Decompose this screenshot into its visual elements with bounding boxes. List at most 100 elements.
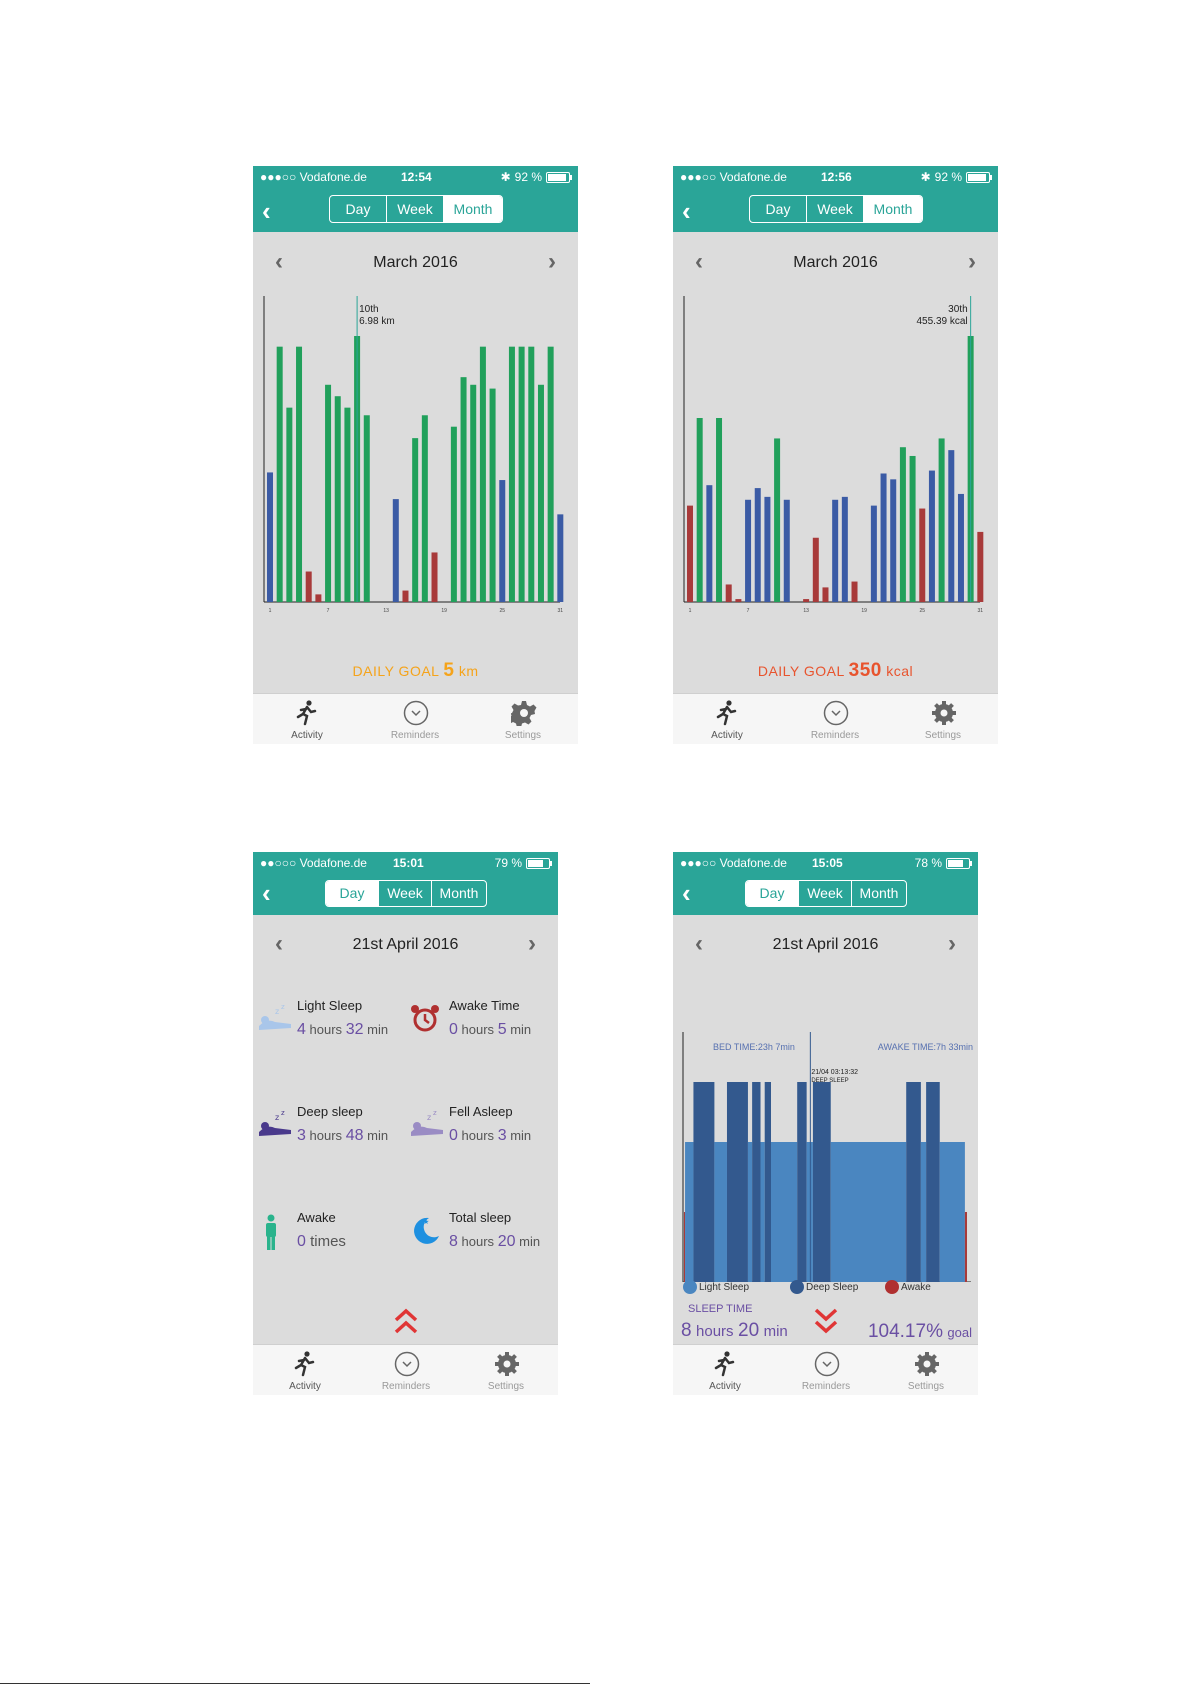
gear-icon <box>915 1352 939 1376</box>
sleep-segment <box>964 1212 967 1282</box>
tab-activity[interactable]: Activity <box>257 694 357 744</box>
tab-day[interactable]: Day <box>330 196 387 222</box>
tooltip-time: 21/04 03:13:32 <box>811 1069 858 1076</box>
bar <box>725 584 732 602</box>
daily-goal-label: DAILY GOAL <box>352 663 439 679</box>
stat-value: 0 hours 3 min <box>449 1127 532 1144</box>
daily-goal: DAILY GOAL 5 km <box>253 660 578 682</box>
sleep-segment <box>760 1142 765 1282</box>
tab-reminders[interactable]: Reminders <box>776 1345 876 1395</box>
header: ●●●○○ Vodafone.de 15:05 78 % ‹ Day Week … <box>673 852 978 915</box>
tab-reminders-label: Reminders <box>390 730 440 741</box>
tab-day[interactable]: Day <box>746 881 799 906</box>
tab-month[interactable]: Month <box>444 196 502 222</box>
next-day-arrow-icon[interactable]: › <box>528 930 536 957</box>
tab-reminders-label: Reminders <box>381 1381 431 1392</box>
svg-text:★: ★ <box>423 1218 429 1226</box>
battery-label: 78 % <box>914 856 942 870</box>
double-chevron-up-icon[interactable] <box>393 1308 419 1336</box>
bar <box>716 418 723 602</box>
tab-reminders[interactable]: Reminders <box>785 694 885 744</box>
tooltip-day: 30th <box>948 304 967 315</box>
bar <box>687 505 693 602</box>
gear-icon <box>932 701 956 725</box>
awake-dot <box>885 1280 899 1294</box>
tab-activity[interactable]: Activity <box>255 1345 355 1395</box>
next-day-arrow-icon[interactable]: › <box>948 930 956 957</box>
sleep-segment <box>714 1142 727 1282</box>
bar <box>267 472 273 602</box>
tab-activity-label: Activity <box>289 1381 321 1392</box>
tab-activity-label: Activity <box>709 1381 741 1392</box>
tab-settings[interactable]: Settings <box>876 1345 976 1395</box>
awake-time-label: AWAKE TIME:7h 33min <box>878 1042 973 1052</box>
sleep-segment <box>906 1082 921 1282</box>
tab-month[interactable]: Month <box>439 885 479 901</box>
back-icon[interactable]: ‹ <box>262 878 271 908</box>
tab-week[interactable]: Week <box>799 881 852 906</box>
tab-settings[interactable]: Settings <box>456 1345 556 1395</box>
stat-title: Awake Time <box>449 998 520 1013</box>
tab-activity[interactable]: Activity <box>675 1345 775 1395</box>
bar <box>508 346 515 602</box>
x-tick-label: 31 <box>978 608 984 614</box>
battery-icon <box>526 857 552 869</box>
stat-title: Light Sleep <box>297 998 363 1013</box>
next-month-arrow-icon[interactable]: › <box>968 248 976 275</box>
bar <box>957 493 964 602</box>
back-icon[interactable]: ‹ <box>682 196 691 226</box>
clock: 15:05 <box>812 856 843 870</box>
tab-reminders[interactable]: Reminders <box>356 1345 456 1395</box>
previous-month-arrow-icon[interactable]: ‹ <box>275 248 283 275</box>
tab-week[interactable]: Week <box>807 196 864 222</box>
period-segmented-control: Day Week Month <box>325 880 487 907</box>
tab-month[interactable]: Month <box>864 196 922 222</box>
sleep-segment <box>797 1082 807 1282</box>
tab-activity[interactable]: Activity <box>677 694 777 744</box>
previous-day-arrow-icon[interactable]: ‹ <box>275 930 283 957</box>
tab-bar: Activity Reminders Settings <box>673 1344 978 1395</box>
tooltip-value: 6.98 km <box>359 316 395 327</box>
bar <box>735 599 742 602</box>
next-month-arrow-icon[interactable]: › <box>548 248 556 275</box>
activity-distance-screen: ●●●○○ Vodafone.de 12:54 ✱ 92 % ‹ Day Week… <box>253 166 578 744</box>
moon-icon: ★ <box>414 1217 439 1244</box>
back-icon[interactable]: ‹ <box>682 878 691 908</box>
tab-week[interactable]: Week <box>379 881 432 906</box>
bar <box>899 447 906 602</box>
period-segmented-control: Day Week Month <box>745 880 907 907</box>
clock: 12:56 <box>821 170 852 184</box>
sleep-segment <box>764 1082 771 1282</box>
header: ●●○○○ Vodafone.de 15:01 79 % ‹ Day Week … <box>253 852 558 915</box>
svg-text:z: z <box>281 1003 285 1011</box>
date-label: March 2016 <box>793 254 878 271</box>
svg-text:z: z <box>433 1109 437 1117</box>
date-label: 21st April 2016 <box>772 936 879 953</box>
sleep-segment <box>684 1212 686 1282</box>
status-bar: ●●○○○ Vodafone.de 15:01 79 % <box>253 852 558 874</box>
tab-day[interactable]: Day <box>750 196 807 222</box>
tab-month[interactable]: Month <box>859 885 899 901</box>
previous-month-arrow-icon[interactable]: ‹ <box>695 248 703 275</box>
tooltip-value: 455.39 kcal <box>916 316 967 327</box>
tab-reminders[interactable]: Reminders <box>365 694 465 744</box>
tab-settings[interactable]: Settings <box>893 694 993 744</box>
bar <box>557 514 564 602</box>
chevron-circle-icon <box>394 1351 420 1377</box>
previous-day-arrow-icon[interactable]: ‹ <box>695 930 703 957</box>
double-chevron-down-icon[interactable] <box>813 1306 839 1336</box>
bar <box>928 470 935 602</box>
daily-goal: DAILY GOAL 350 kcal <box>673 660 998 682</box>
tab-settings[interactable]: Settings <box>473 694 573 744</box>
standing-person-icon <box>266 1214 276 1250</box>
tab-settings-label: Settings <box>504 730 542 741</box>
tab-week[interactable]: Week <box>387 196 444 222</box>
daily-goal-unit: kcal <box>886 663 914 679</box>
status-bar: ●●●○○ Vodafone.de 15:05 78 % <box>673 852 978 874</box>
running-person-icon <box>296 700 317 726</box>
period-segmented-control: Day Week Month <box>329 195 503 223</box>
bar <box>774 438 781 602</box>
back-icon[interactable]: ‹ <box>262 196 271 226</box>
tab-day[interactable]: Day <box>326 881 379 906</box>
